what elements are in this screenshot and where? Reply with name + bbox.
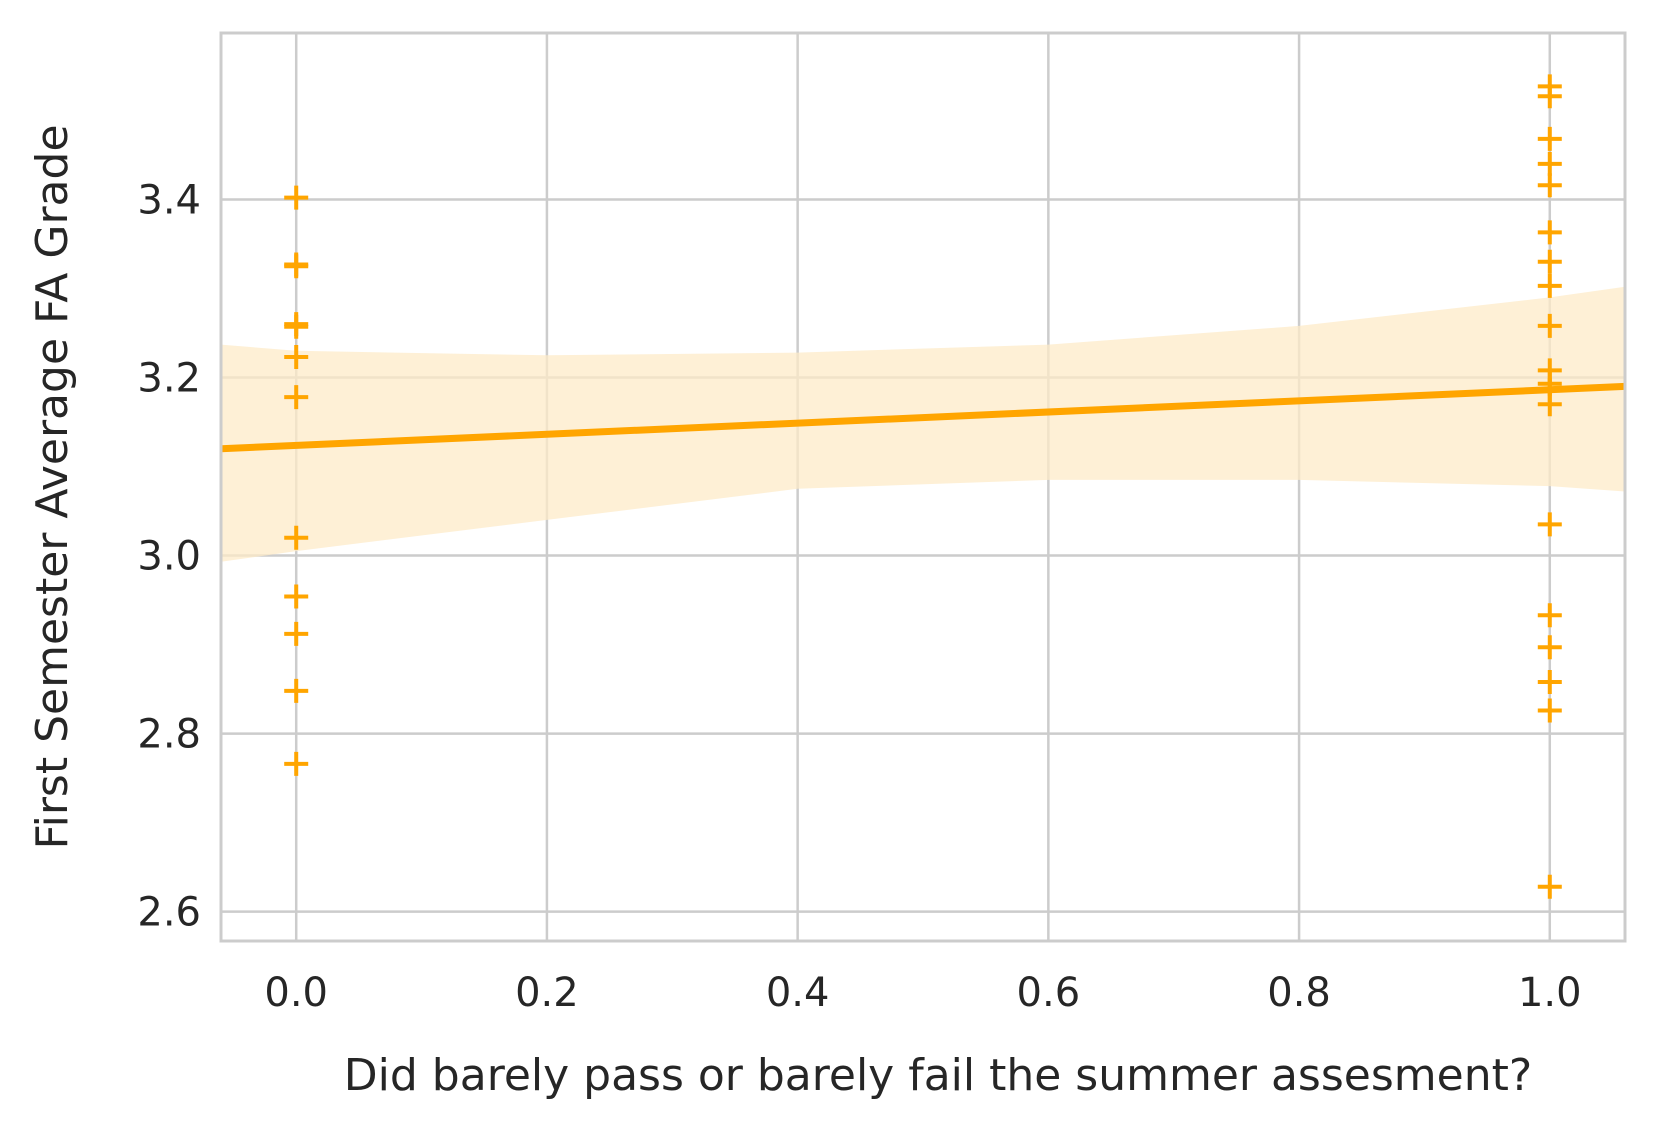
scatter-point xyxy=(284,314,309,339)
y-tick-label: 3.4 xyxy=(137,177,201,223)
scatter-point xyxy=(284,525,309,550)
scatter-point xyxy=(1537,603,1562,628)
plot-frame xyxy=(219,31,1627,943)
scatter-point xyxy=(284,345,309,370)
scatter-point xyxy=(1537,273,1562,298)
scatter-point xyxy=(284,751,309,776)
scatter-point xyxy=(1537,512,1562,537)
x-tick-label: 0.8 xyxy=(1267,970,1331,1016)
scatter-point xyxy=(1537,126,1562,151)
x-tick-label: 0.0 xyxy=(264,970,328,1016)
confidence-band xyxy=(221,286,1625,562)
scatter-points xyxy=(284,74,1562,899)
scatter-point xyxy=(284,584,309,609)
scatter-point xyxy=(284,678,309,703)
scatter-point xyxy=(1537,635,1562,660)
x-tick-label: 1.0 xyxy=(1518,970,1582,1016)
scatter-point xyxy=(284,385,309,410)
scatter-point xyxy=(1537,173,1562,198)
scatter-point xyxy=(284,254,309,279)
scatter-point xyxy=(284,185,309,210)
y-tick-label: 3.0 xyxy=(137,534,201,580)
x-axis-label: Did barely pass or barely fail the summe… xyxy=(344,1050,1532,1101)
y-tick-label: 2.8 xyxy=(137,712,201,758)
x-tick-label: 0.4 xyxy=(766,970,830,1016)
y-axis-label: First Semester Average FA Grade xyxy=(27,124,78,849)
scatter-point xyxy=(284,621,309,646)
confidence-band-layer xyxy=(221,286,1625,562)
y-tick-labels: 2.6 2.8 3.0 3.2 3.4 xyxy=(137,177,201,935)
scatter-point xyxy=(1537,84,1562,109)
scatter-point xyxy=(1537,249,1562,274)
scatter-point xyxy=(1537,392,1562,417)
scatter-point xyxy=(1537,313,1562,338)
y-tick-label: 2.6 xyxy=(137,890,201,936)
scatter-point xyxy=(1537,874,1562,899)
y-gridlines xyxy=(221,198,1625,913)
x-tick-labels: 0.0 0.2 0.4 0.6 0.8 1.0 xyxy=(264,970,1581,1016)
regression-line xyxy=(220,382,1626,453)
scatter-point xyxy=(1537,220,1562,245)
regression-line-layer xyxy=(220,382,1626,453)
y-tick-label: 3.2 xyxy=(137,356,201,402)
scatter-point xyxy=(1537,151,1562,176)
x-tick-label: 0.6 xyxy=(1017,970,1081,1016)
x-tick-label: 0.2 xyxy=(515,970,579,1016)
scatter-point xyxy=(1537,669,1562,694)
scatter-point xyxy=(1537,698,1562,723)
